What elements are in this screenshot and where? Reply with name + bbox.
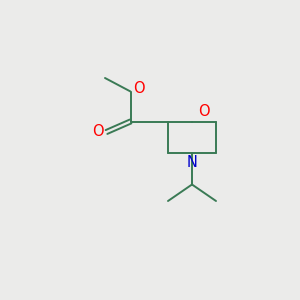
Text: N: N xyxy=(187,155,197,170)
Text: O: O xyxy=(133,81,145,96)
Text: O: O xyxy=(92,124,104,140)
Text: O: O xyxy=(198,103,210,118)
